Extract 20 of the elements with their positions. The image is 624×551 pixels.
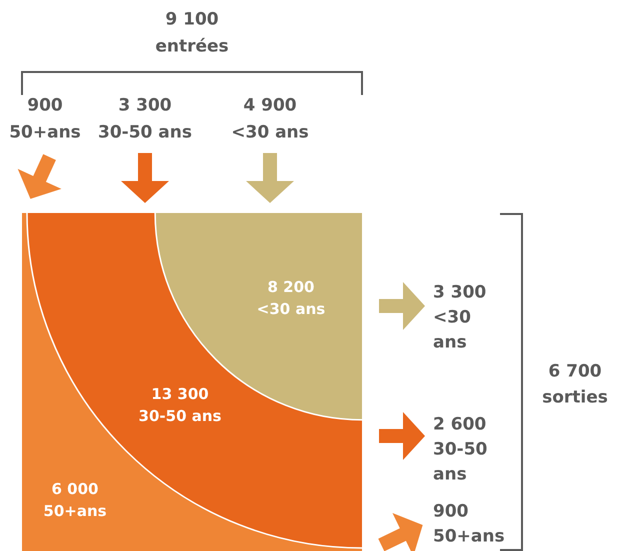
text: 9 100 entrées (155, 9, 229, 56)
data-label: 3 300 (433, 282, 486, 302)
category-label: <30 ans (256, 300, 326, 318)
category-label: <30 ans (231, 122, 309, 142)
data-label: 4 900 (243, 95, 297, 116)
category-label: 30-50 ans (138, 406, 222, 425)
data-label: 900 (27, 95, 63, 116)
category-label: 50+ans (43, 502, 107, 520)
category-label: 50+ans (9, 122, 81, 142)
data-label: 8 200 (268, 278, 314, 296)
category-label: 30-50 ans (433, 439, 488, 484)
data-label: 900 (433, 501, 469, 522)
category-label: 30-50 ans (98, 122, 192, 142)
data-label: 13 300 (151, 384, 209, 403)
text: 6 700 sorties (542, 361, 608, 408)
data-label: 2 600 (433, 414, 486, 434)
data-label: 6 000 (52, 480, 98, 498)
category-label: <30 ans (433, 307, 471, 352)
category-label: 50+ans (433, 526, 505, 546)
data-label: 3 300 (118, 95, 172, 116)
